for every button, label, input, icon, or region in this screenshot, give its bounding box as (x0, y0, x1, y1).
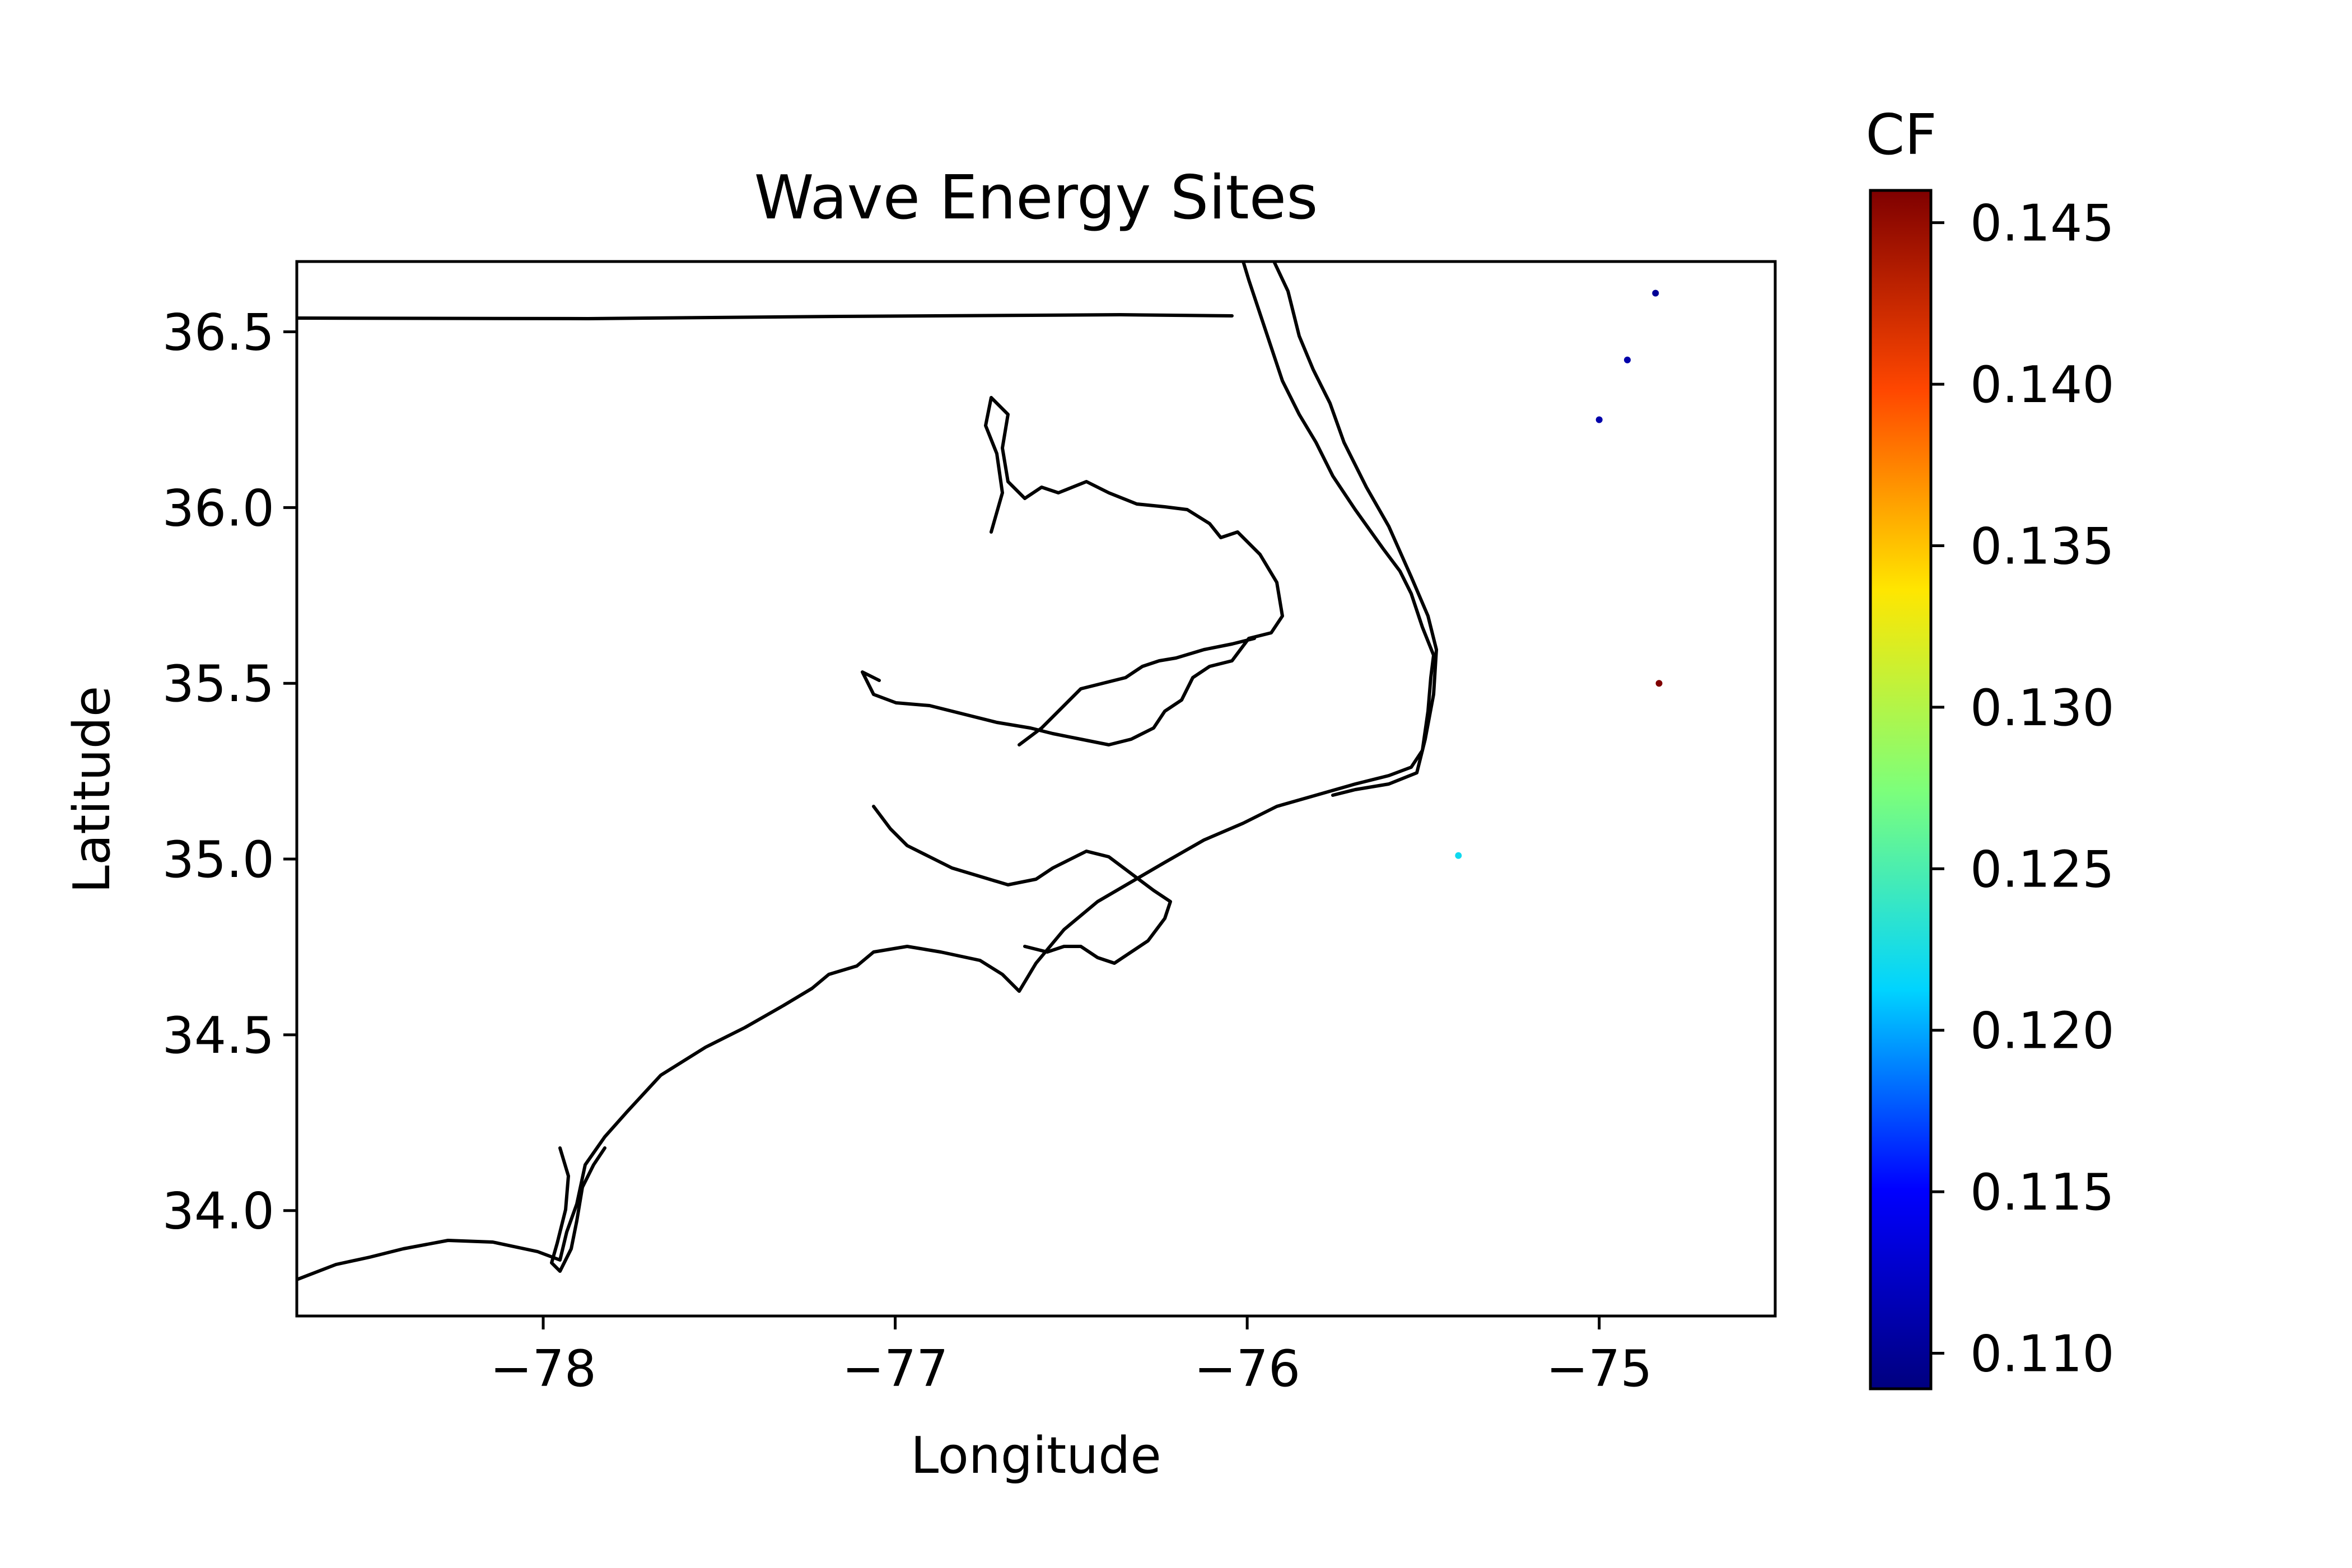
sound-shoreline-south (872, 805, 1172, 965)
site-marker (1624, 356, 1631, 363)
chart-title: Wave Energy Sites (754, 163, 1318, 233)
colorbar-gradient (1869, 189, 1933, 1390)
coastline-layer (297, 262, 1438, 1281)
colorbar-tick-label: 0.135 (1970, 517, 2115, 576)
colorbar-ticks: 0.110 0.115 0.120 0.125 0.130 0.135 0.140 0.145 (1931, 194, 2115, 1384)
sound-shoreline-north (861, 396, 1284, 746)
sound-shoreline-pamlico (1018, 637, 1256, 746)
y-axis-label: Latitude (63, 686, 122, 893)
y-tick-label: 36.0 (162, 479, 274, 538)
coastline-cape-fear (550, 1146, 606, 1273)
x-tick-label: −75 (1546, 1340, 1653, 1398)
x-axis-label: Longitude (911, 1426, 1161, 1485)
colorbar-tick-label: 0.115 (1970, 1163, 2115, 1222)
colorbar-tick-label: 0.110 (1970, 1325, 2115, 1384)
barrier-island-outer-banks (1272, 262, 1438, 797)
colorbar-tick-label: 0.130 (1970, 679, 2115, 738)
colorbar-tick-label: 0.125 (1970, 840, 2115, 899)
colorbar-tick-label: 0.145 (1970, 194, 2115, 253)
axes-frame (295, 260, 1777, 1318)
y-tick-label: 35.5 (162, 655, 274, 713)
colorbar: CF 0.1100.1150.1200.1250.1300.1350.1400.… (1865, 102, 2115, 1390)
y-tick-label: 34.5 (162, 1006, 274, 1065)
mainland-coastline (297, 262, 1435, 1281)
colorbar-title: CF (1865, 102, 1936, 167)
y-tick-label: 35.0 (162, 830, 274, 889)
colorbar-tick-label: 0.120 (1970, 1002, 2115, 1061)
site-markers (1455, 290, 1663, 859)
y-tick-label: 36.5 (162, 304, 274, 362)
site-marker (1455, 852, 1462, 859)
site-marker (1595, 416, 1603, 423)
x-tick-label: −76 (1194, 1340, 1300, 1398)
y-tick-label: 34.0 (162, 1182, 274, 1241)
y-axis: 34.0 34.5 35.0 35.5 36.0 36.5 (162, 304, 297, 1241)
state-border-line (297, 313, 1234, 320)
x-tick-label: −77 (842, 1340, 949, 1398)
plot-area (297, 262, 1775, 1316)
x-axis: −78 −77 −76 −75 (490, 1316, 1653, 1398)
colorbar-tick-label: 0.140 (1970, 356, 2115, 414)
x-tick-label: −78 (490, 1340, 596, 1398)
site-marker (1655, 680, 1663, 687)
site-marker (1652, 290, 1659, 297)
